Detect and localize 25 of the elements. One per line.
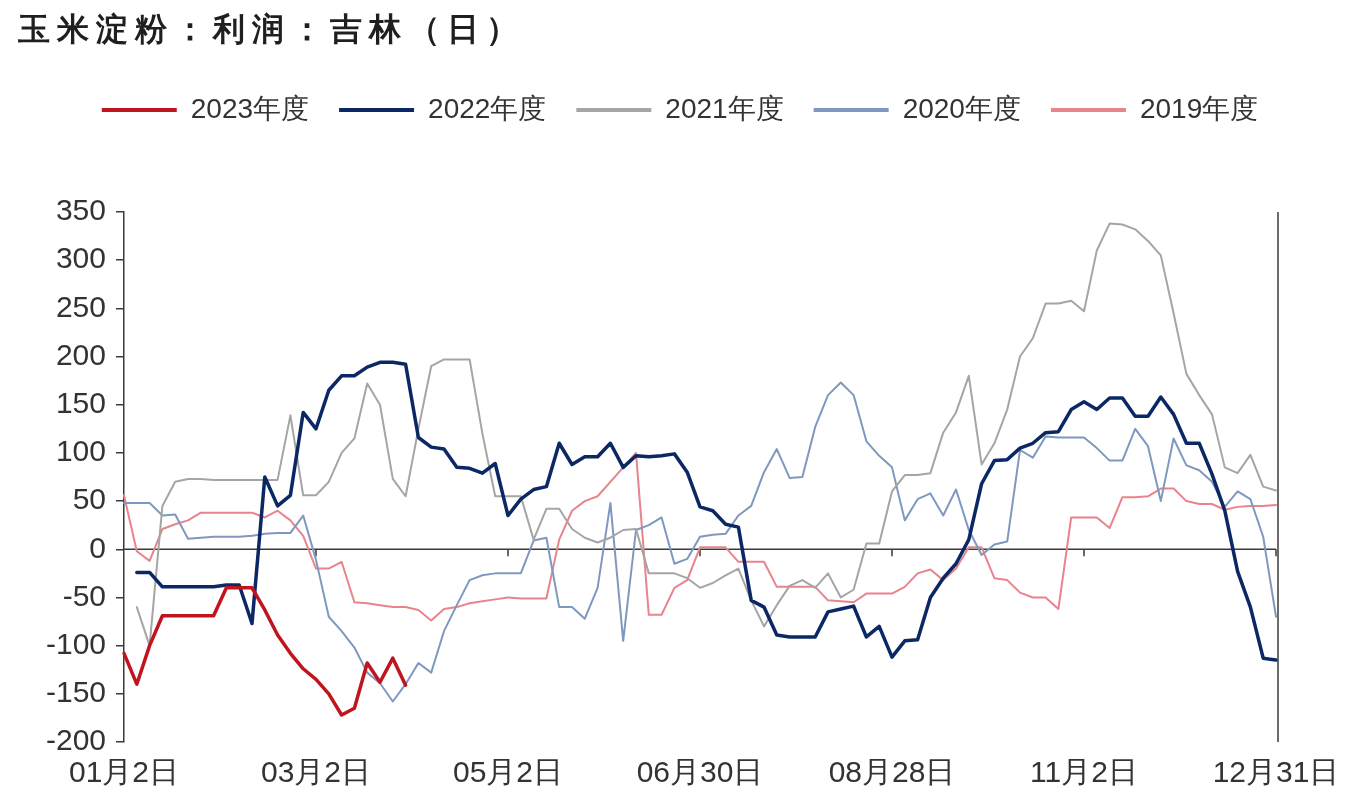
x-tick-label: 01月2日 [68, 755, 180, 789]
x-tick-label: 12月31日 [1212, 755, 1340, 789]
x-tick-label: 11月2日 [1030, 755, 1138, 789]
y-tick-label: 350 [55, 193, 106, 227]
y-tick-label: 200 [55, 337, 106, 371]
legend-label: 2020年度 [902, 92, 1021, 124]
x-tick-label: 08月28日 [828, 755, 956, 789]
y-tick-label: -200 [45, 723, 106, 757]
x-tick-label: 03月2日 [260, 755, 372, 789]
x-tick-label: 06月30日 [636, 755, 764, 789]
y-tick-label: 300 [55, 241, 106, 275]
y-tick-label: 0 [89, 530, 106, 564]
y-tick-label: -50 [62, 578, 106, 612]
y-tick-label: -100 [45, 626, 106, 660]
y-tick-label: 250 [55, 289, 106, 323]
y-tick-label: -150 [45, 675, 106, 709]
legend-label: 2022年度 [428, 92, 547, 124]
y-tick-label: 150 [55, 385, 106, 419]
chart-title: 玉米淀粉：利润：吉林（日） [18, 9, 525, 50]
y-tick-label: 100 [55, 434, 106, 468]
legend-label: 2019年度 [1139, 92, 1259, 124]
x-tick-label: 05月2日 [452, 755, 564, 789]
y-tick-label: 50 [72, 482, 106, 516]
legend-label: 2021年度 [665, 92, 784, 124]
legend-label: 2023年度 [190, 92, 310, 124]
